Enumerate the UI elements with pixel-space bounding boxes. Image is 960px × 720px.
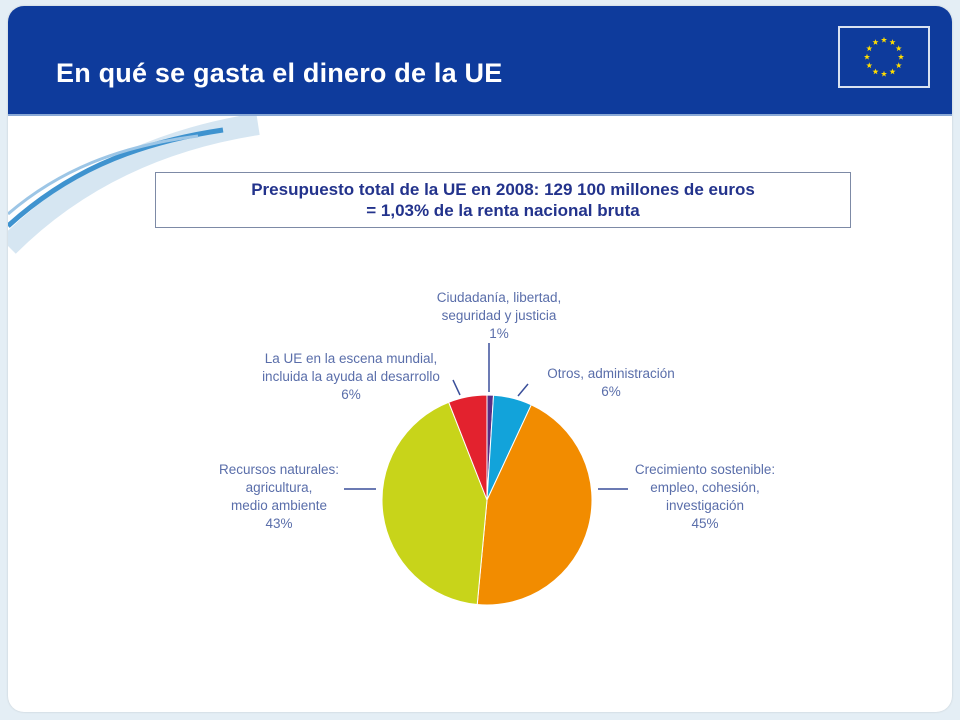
- pie-slice: [476, 404, 593, 606]
- slice-label-line: La UE en la escena mundial,: [265, 351, 438, 366]
- flag-star: [872, 39, 879, 45]
- slice-leader-line: [452, 379, 461, 396]
- page-title: En qué se gasta el dinero de la UE: [56, 58, 503, 88]
- slice-label-line: 6%: [341, 387, 361, 402]
- flag-star: [880, 36, 888, 43]
- slice-label-line: 6%: [601, 384, 621, 399]
- flag-star: [895, 62, 902, 69]
- slice-label-line: investigación: [666, 498, 744, 513]
- slice-label-line: empleo, cohesión,: [650, 480, 760, 495]
- budget-line-2: = 1,03% de la renta nacional bruta: [366, 201, 640, 220]
- slice-label: Recursos naturales: agricultura, medio amb…: [219, 462, 339, 531]
- slice-label-line: Crecimiento sostenible:: [635, 462, 775, 477]
- flag-star: [895, 45, 902, 52]
- slice-label-line: incluida la ayuda al desarrollo: [262, 369, 440, 384]
- decorative-swoosh: [8, 116, 260, 254]
- slice-label-line: seguridad y justicia: [442, 308, 557, 323]
- flag-star: [880, 70, 888, 77]
- eu-flag-icon: [838, 26, 930, 88]
- flag-star: [866, 45, 873, 52]
- slice-label-line: agricultura,: [246, 480, 313, 495]
- slice-label: Otros, administración 6%: [547, 366, 675, 399]
- flag-star: [866, 62, 873, 69]
- budget-line-1: Presupuesto total de la UE en 2008: 129 …: [251, 180, 755, 199]
- slice-label-line: 45%: [691, 516, 718, 531]
- slice-label-line: medio ambiente: [231, 498, 327, 513]
- budget-summary-box: Presupuesto total de la UE en 2008: 129 …: [155, 172, 851, 228]
- flag-star: [897, 53, 905, 60]
- flag-star: [889, 39, 896, 45]
- flag-star: [872, 68, 879, 75]
- slice-label-line: 1%: [489, 326, 509, 341]
- slice-label-line: Recursos naturales:: [219, 462, 339, 477]
- slice-label-line: Ciudadanía, libertad,: [437, 290, 562, 305]
- slice-label: Ciudadanía, libertad, seguridad y justici…: [437, 290, 562, 341]
- slice-label-line: 43%: [265, 516, 292, 531]
- slice-leader-line: [517, 383, 529, 397]
- header-bar: En qué se gasta el dinero de la UE: [8, 6, 952, 116]
- pie-slice: [381, 401, 488, 606]
- slice-label-line: Otros, administración: [547, 366, 675, 381]
- slice-label: La UE en la escena mundial, incluida la a…: [262, 351, 440, 402]
- pie-slice: [448, 394, 488, 501]
- flag-star: [863, 53, 871, 60]
- slice-label: Crecimiento sostenible: empleo, cohesión,…: [635, 462, 775, 531]
- flag-star: [889, 68, 896, 75]
